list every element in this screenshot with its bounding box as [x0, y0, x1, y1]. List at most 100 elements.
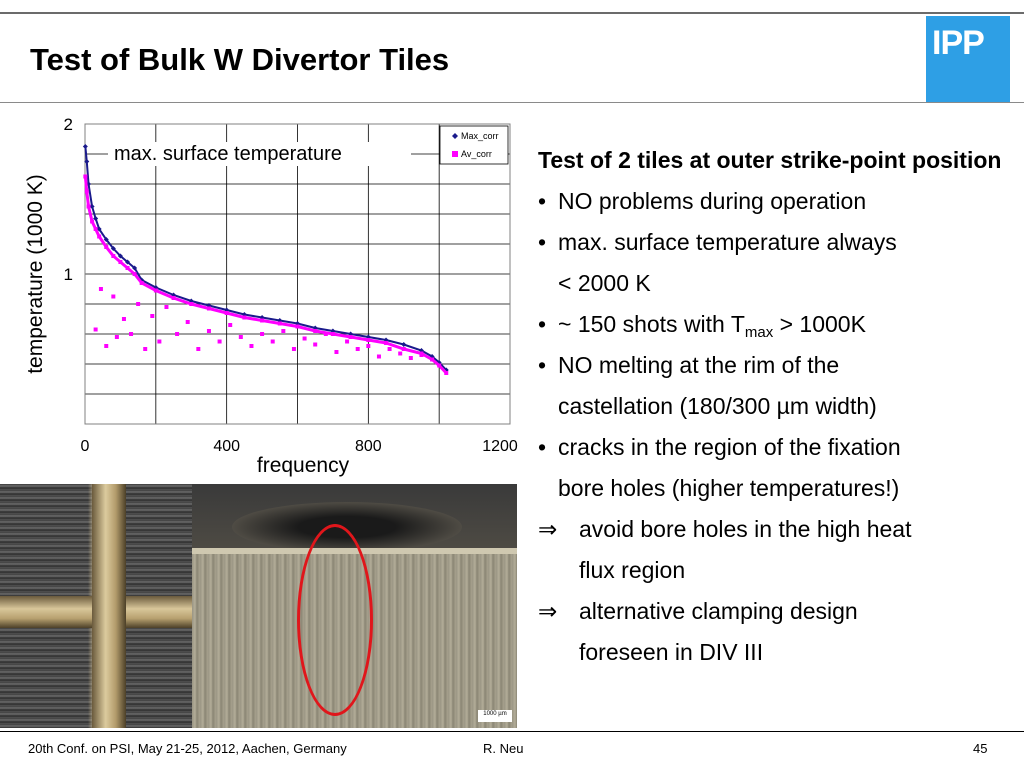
bullet-text: ~ 150 shots with T: [558, 311, 745, 337]
bullet-continuation: < 2000 K: [558, 270, 651, 296]
implies-arrow-icon: ⇒: [538, 598, 558, 624]
bullet-marker: •: [538, 311, 547, 337]
data-point: [376, 354, 381, 359]
annotation-background: [108, 142, 411, 166]
data-point: [270, 339, 275, 344]
bullet-item: • NO melting at the rim of the: [538, 345, 1008, 386]
bullet-item: • NO problems during operation: [538, 181, 1008, 222]
bullet-item: • cracks in the region of the fixation: [538, 427, 1008, 468]
axis-ticks: 0 400 800 1200 1 2: [64, 115, 518, 455]
scale-bar: 1000 µm: [478, 710, 512, 722]
bullet-text: max. surface temperature always: [558, 229, 897, 255]
data-point: [175, 332, 180, 336]
bullet-text: NO melting at the rim of the: [558, 352, 840, 378]
implies-arrow-icon: ⇒: [538, 516, 558, 542]
data-point: [398, 351, 403, 356]
bullet-text: > 1000K: [773, 311, 866, 337]
title-divider: [0, 102, 1024, 103]
data-point: [196, 347, 201, 351]
y-tick-label: 1: [64, 265, 73, 284]
arrow-text: alternative clamping design: [579, 598, 858, 624]
data-point: [217, 339, 222, 344]
series-line: [83, 176, 448, 375]
x-tick-label: 1200: [482, 438, 518, 455]
slide-title: Test of Bulk W Divertor Tiles: [30, 42, 450, 77]
data-point: [129, 332, 134, 336]
arrow-text: avoid bore holes in the high heat: [579, 516, 912, 542]
data-point: [206, 329, 211, 333]
x-tick-label: 400: [213, 438, 240, 455]
arrow-item: ⇒ alternative clamping design: [538, 591, 1008, 632]
bullet-item: • max. surface temperature always: [538, 222, 1008, 263]
plot-frame: [84, 123, 511, 425]
ipp-logo: IPP: [926, 16, 1010, 102]
data-point: [228, 323, 233, 327]
data-point: [366, 344, 371, 348]
footer-divider: [0, 731, 1024, 732]
bullet-continuation: castellation (180/300 µm width): [558, 393, 877, 419]
footer-conference: 20th Conf. on PSI, May 21-25, 2012, Aach…: [28, 741, 347, 756]
bullet-marker: •: [538, 188, 547, 214]
y-tick-label: 2: [64, 115, 73, 134]
bullet-marker: •: [538, 434, 547, 460]
data-point: [121, 317, 126, 321]
castellation-vertical-ridge: [92, 484, 126, 728]
bore-hole-crack-photo: 1000 µm: [192, 484, 517, 728]
temperature-chart: max. surface temperature Max_corr Av_corr…: [24, 115, 518, 477]
arrow-item: ⇒ avoid bore holes in the high heat: [538, 509, 1008, 550]
arrow-continuation: foreseen in DIV III: [579, 639, 764, 665]
data-point: [323, 332, 328, 336]
bullet-text: NO problems during operation: [558, 188, 867, 214]
castellation-photo: [0, 484, 192, 728]
data-point: [185, 320, 190, 324]
y-axis-label: temperature (1000 K): [24, 174, 47, 374]
data-point: [111, 294, 116, 299]
data-point: [281, 329, 286, 333]
series-line: [84, 146, 447, 371]
data-point: [302, 336, 307, 341]
data-point: [143, 347, 148, 351]
bullet-item: • ~ 150 shots with Tmax > 1000K: [538, 304, 1008, 345]
bullet-marker: •: [538, 352, 547, 378]
data-point: [260, 332, 265, 336]
data-point: [408, 356, 413, 360]
chart-legend: Max_corr Av_corr: [439, 125, 509, 165]
data-point: [291, 347, 296, 351]
data-point: [104, 344, 109, 348]
bullet-text: cracks in the region of the fixation: [558, 434, 901, 460]
data-point: [114, 335, 119, 339]
data-point: [157, 339, 162, 344]
data-point: [150, 314, 155, 318]
logo-text: IPP: [932, 24, 985, 62]
legend-box: [439, 125, 509, 165]
data-point: [93, 327, 98, 332]
legend-label: Av_corr: [461, 149, 492, 159]
bullet-marker: •: [538, 229, 547, 255]
data-point: [419, 353, 424, 357]
arrow-continuation: flux region: [579, 557, 686, 583]
x-tick-label: 0: [81, 438, 90, 455]
data-point: [136, 302, 141, 306]
data-point: [313, 342, 318, 347]
data-point: [249, 344, 254, 348]
x-tick-label: 800: [355, 438, 382, 455]
data-point: [334, 350, 339, 354]
summary-heading: Test of 2 tiles at outer strike-point po…: [538, 147, 1002, 173]
data-point: [164, 305, 169, 309]
data-point: [238, 335, 243, 339]
subscript-text: max: [744, 324, 774, 341]
legend-label: Max_corr: [461, 131, 499, 141]
legend-marker: [452, 151, 458, 157]
data-point: [355, 347, 360, 351]
chart-grid: [85, 124, 510, 424]
bullet-continuation: bore holes (higher temperatures!): [558, 475, 900, 501]
crack-highlight-ellipse: [297, 524, 373, 716]
summary-text: Test of 2 tiles at outer strike-point po…: [538, 140, 1008, 673]
top-divider: [0, 12, 1024, 14]
data-point: [387, 347, 392, 351]
footer-page-number: 45: [973, 741, 988, 756]
legend-marker: [452, 133, 458, 139]
x-axis-label: frequency: [257, 454, 350, 477]
footer-author: R. Neu: [483, 741, 524, 756]
data-point: [98, 287, 103, 291]
